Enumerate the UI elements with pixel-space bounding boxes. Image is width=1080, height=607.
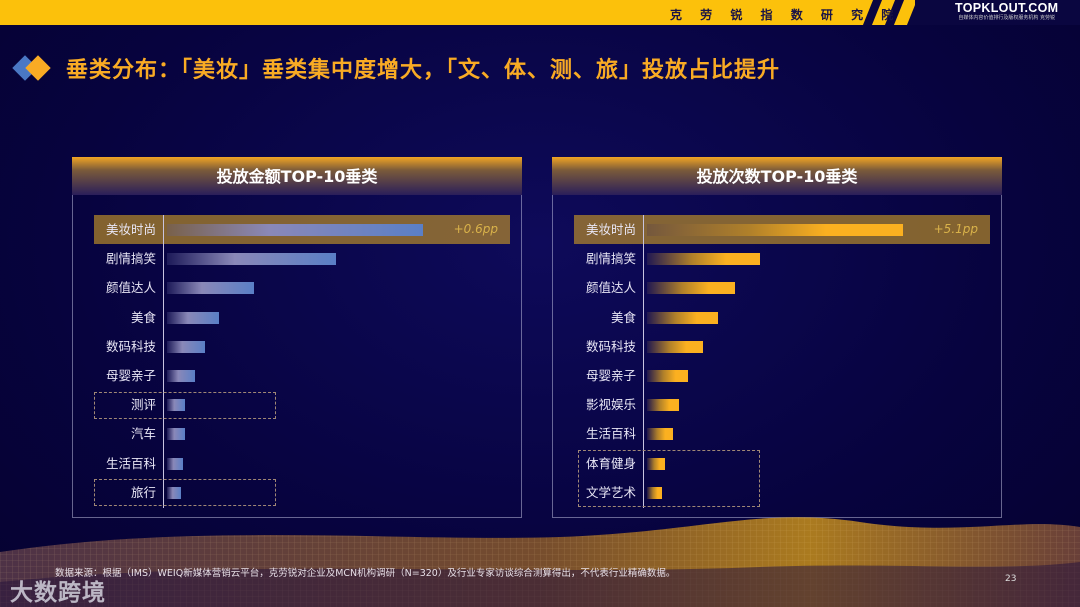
category-label: 剧情搞笑 bbox=[585, 251, 636, 267]
bar bbox=[647, 253, 760, 266]
brand-block bbox=[915, 0, 1080, 25]
bar-row: 美食 bbox=[574, 303, 994, 332]
category-label: 体育健身 bbox=[585, 455, 636, 471]
bar bbox=[167, 428, 185, 441]
bar bbox=[647, 282, 735, 295]
category-label: 数码科技 bbox=[585, 338, 636, 354]
bar-row: 汽车 bbox=[94, 419, 514, 448]
bar bbox=[647, 399, 679, 412]
title-row: 垂类分布：「美妆」垂类集中度增大，「文、体、测、旅」投放占比提升 bbox=[12, 52, 780, 84]
category-label: 文学艺术 bbox=[585, 484, 636, 500]
institute-name: 克 劳 锐 指 数 研 究 院 bbox=[670, 8, 901, 22]
chart-title: 投放次数TOP-10垂类 bbox=[552, 157, 1002, 195]
category-label: 美食 bbox=[130, 309, 156, 325]
category-label: 旅行 bbox=[130, 484, 156, 500]
category-label: 测评 bbox=[130, 397, 156, 413]
category-label: 汽车 bbox=[130, 426, 156, 442]
bar-row: 数码科技 bbox=[574, 332, 994, 361]
bar-row: 颜值达人 bbox=[574, 273, 994, 302]
bar-row: 数码科技 bbox=[94, 332, 514, 361]
bar bbox=[647, 224, 903, 236]
bar bbox=[647, 340, 703, 353]
bar bbox=[167, 370, 195, 382]
delta-annotation: +0.6pp bbox=[453, 222, 498, 236]
category-label: 剧情搞笑 bbox=[105, 251, 156, 267]
chart-title: 投放金额TOP-10垂类 bbox=[72, 157, 522, 195]
bar-row: 母婴亲子 bbox=[94, 361, 514, 390]
bar bbox=[167, 486, 181, 499]
bar-row: 美食 bbox=[94, 303, 514, 332]
category-label: 母婴亲子 bbox=[105, 368, 156, 383]
axis-line bbox=[643, 215, 644, 508]
diamond-icon bbox=[12, 54, 56, 82]
category-label: 数码科技 bbox=[105, 338, 156, 354]
bar bbox=[647, 428, 673, 441]
bar-row: 影视娱乐 bbox=[574, 390, 994, 419]
category-label: 美食 bbox=[610, 309, 636, 325]
category-label: 颜值达人 bbox=[105, 280, 156, 296]
brand-logo: TOPKLOUT.COM 自媒体内容价值排行及版权服务机构 克劳锐 bbox=[955, 1, 1058, 21]
category-label: 颜值达人 bbox=[585, 280, 636, 296]
bar bbox=[167, 282, 254, 295]
bar-row: 美妆时尚 +0.6pp bbox=[94, 215, 510, 244]
bar-row: 美妆时尚 +5.1pp bbox=[574, 215, 990, 244]
bar bbox=[647, 370, 688, 382]
bar bbox=[167, 311, 219, 324]
data-source-note: 数据来源：根据（IMS）WEIQ新媒体营销云平台，克劳锐对企业及MCN机构调研（… bbox=[55, 568, 676, 579]
bar bbox=[167, 224, 423, 236]
category-label: 生活百科 bbox=[585, 426, 636, 442]
bar-row: 颜值达人 bbox=[94, 273, 514, 302]
bar bbox=[647, 457, 665, 470]
bar-row: 测评 bbox=[94, 390, 514, 419]
category-label: 美妆时尚 bbox=[585, 222, 636, 237]
watermark-logo: 大数跨境 bbox=[10, 580, 106, 606]
dashed-highlight-box bbox=[578, 450, 760, 507]
page-number: 23 bbox=[1005, 574, 1017, 584]
brand-name: TOPKLOUT.COM bbox=[955, 1, 1059, 15]
category-label: 美妆时尚 bbox=[105, 222, 156, 237]
bar-row: 生活百科 bbox=[94, 449, 514, 478]
decorative-wave bbox=[0, 517, 1080, 607]
delta-annotation: +5.1pp bbox=[933, 222, 978, 236]
axis-line bbox=[163, 215, 164, 508]
category-label: 影视娱乐 bbox=[585, 397, 636, 413]
category-label: 母婴亲子 bbox=[585, 368, 636, 383]
bar bbox=[167, 253, 336, 266]
brand-subtitle: 自媒体内容价值排行及版权服务机构 克劳锐 bbox=[958, 15, 1055, 21]
bar-row: 文学艺术 bbox=[574, 478, 994, 507]
dashed-highlight-box bbox=[94, 479, 276, 506]
category-label: 生活百科 bbox=[105, 455, 156, 471]
bar-row: 母婴亲子 bbox=[574, 361, 994, 390]
bar bbox=[167, 457, 183, 470]
bar-row: 旅行 bbox=[94, 478, 514, 507]
dashed-highlight-box bbox=[94, 392, 276, 419]
bar-row: 体育健身 bbox=[574, 449, 994, 478]
page-title: 垂类分布：「美妆」垂类集中度增大，「文、体、测、旅」投放占比提升 bbox=[66, 58, 781, 83]
chart-panel-amount: 投放金额TOP-10垂类 美妆时尚 +0.6pp 剧情搞笑颜值达人美食数码科技母婴亲… bbox=[72, 157, 522, 518]
bar-row: 剧情搞笑 bbox=[94, 244, 514, 273]
bar-row: 生活百科 bbox=[574, 419, 994, 448]
bar bbox=[167, 340, 205, 353]
chart-panel-count: 投放次数TOP-10垂类 美妆时尚 +5.1pp 剧情搞笑颜值达人美食数码科技母婴亲… bbox=[552, 157, 1002, 518]
bar bbox=[647, 311, 718, 324]
bar-row: 剧情搞笑 bbox=[574, 244, 994, 273]
bar bbox=[167, 399, 185, 412]
bar bbox=[647, 486, 662, 499]
